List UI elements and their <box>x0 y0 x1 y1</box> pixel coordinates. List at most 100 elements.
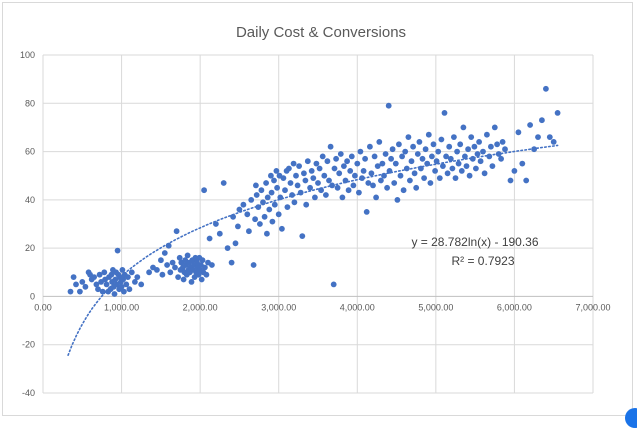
data-point <box>531 146 537 153</box>
data-point <box>329 182 335 189</box>
data-point <box>114 247 121 254</box>
data-point <box>271 201 278 208</box>
data-point <box>216 230 223 237</box>
data-point <box>463 163 470 170</box>
y-tick-label: 80 <box>25 98 35 108</box>
data-point <box>293 172 299 179</box>
data-point <box>146 269 153 276</box>
data-point <box>452 175 459 182</box>
data-point <box>321 172 328 179</box>
data-point <box>268 172 274 179</box>
data-point <box>326 177 332 184</box>
data-point <box>345 187 352 194</box>
data-point <box>264 230 270 237</box>
data-point <box>348 153 355 160</box>
data-point <box>344 158 350 165</box>
chart-area: Daily Cost & Conversions 0.00 1,000.00 2,0… <box>2 2 633 416</box>
data-point <box>282 187 288 194</box>
data-point <box>273 168 280 174</box>
data-points <box>67 85 561 297</box>
data-point <box>319 153 326 160</box>
data-point <box>111 291 118 297</box>
data-point <box>407 177 413 184</box>
data-point <box>108 271 115 278</box>
y-tick-label: 60 <box>25 147 35 157</box>
data-point <box>175 274 182 280</box>
data-point <box>271 177 277 184</box>
data-point <box>410 143 416 150</box>
data-point <box>449 165 456 172</box>
data-point <box>126 286 133 293</box>
data-point <box>523 177 530 184</box>
data-point <box>268 189 275 196</box>
data-point <box>255 204 262 211</box>
data-point <box>337 151 344 157</box>
data-point <box>307 184 313 191</box>
data-point <box>258 187 265 194</box>
data-point <box>132 279 138 285</box>
data-point <box>519 160 526 167</box>
data-point <box>224 245 231 252</box>
data-point <box>424 160 431 167</box>
data-point <box>381 172 387 179</box>
data-point <box>125 274 131 280</box>
data-point <box>347 168 354 174</box>
data-point <box>495 151 502 157</box>
data-point <box>447 155 454 162</box>
data-point <box>471 143 478 150</box>
data-point <box>198 276 205 283</box>
data-point <box>246 228 252 235</box>
data-point <box>240 201 247 208</box>
data-point <box>397 172 404 179</box>
data-point <box>473 165 479 172</box>
data-point <box>159 271 166 278</box>
data-point <box>77 288 83 295</box>
y-tick-label: 0 <box>30 291 35 301</box>
x-tick-label: 7,000.00 <box>575 302 610 312</box>
data-point <box>515 129 522 136</box>
data-point <box>235 223 241 230</box>
data-point <box>388 155 394 162</box>
data-point <box>371 153 378 160</box>
data-point <box>302 177 309 184</box>
data-point <box>184 252 191 259</box>
data-point <box>430 141 437 148</box>
data-point <box>310 175 317 182</box>
data-point <box>330 281 337 288</box>
x-tick-label: 2,000.00 <box>183 302 218 312</box>
data-point <box>297 189 304 196</box>
data-point <box>279 225 285 232</box>
trendline <box>67 144 559 356</box>
y-tick-label: -40 <box>22 388 35 398</box>
x-tick-label: 3,000.00 <box>261 302 296 312</box>
data-point <box>484 131 490 138</box>
data-point <box>488 143 494 150</box>
data-point <box>228 259 235 266</box>
data-point <box>446 143 453 150</box>
data-point <box>481 170 488 177</box>
y-tick-label: 100 <box>20 50 35 60</box>
data-point <box>370 182 376 189</box>
data-point <box>287 180 294 186</box>
data-point <box>399 153 405 160</box>
data-point <box>444 170 451 177</box>
data-point <box>489 163 496 170</box>
data-point <box>264 194 271 201</box>
data-point <box>354 160 361 167</box>
data-point <box>368 170 375 177</box>
data-point <box>360 168 367 174</box>
data-point <box>128 269 135 276</box>
data-point <box>324 158 331 165</box>
data-point <box>436 175 443 182</box>
data-point <box>93 281 100 288</box>
data-point <box>468 134 475 141</box>
data-point <box>382 151 389 157</box>
floating-action-badge[interactable] <box>625 408 637 428</box>
data-point <box>400 187 407 194</box>
data-point <box>458 168 465 174</box>
data-point <box>363 209 370 215</box>
data-point <box>373 194 379 201</box>
data-point <box>392 160 399 167</box>
data-point <box>402 148 409 155</box>
data-point <box>323 192 329 198</box>
